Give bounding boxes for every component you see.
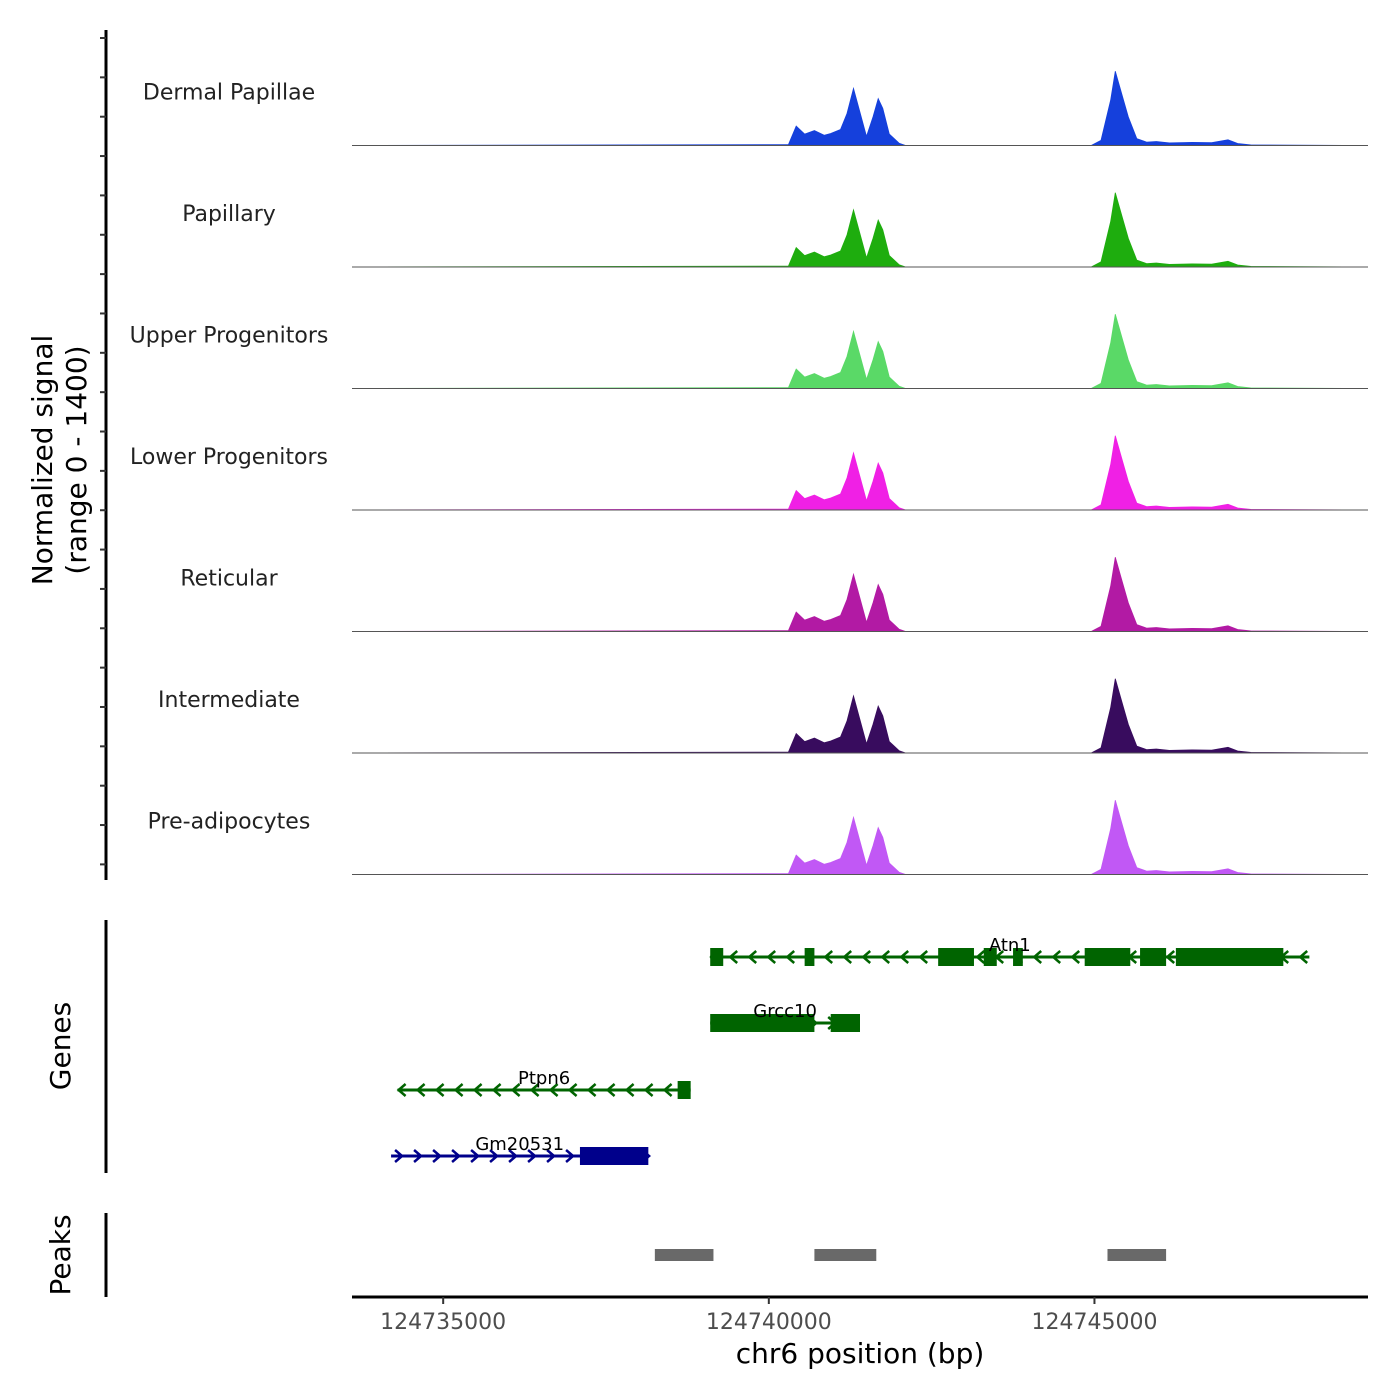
exon [983,948,997,966]
strand-arrow [394,1149,404,1163]
signal-area-1 [351,192,1369,268]
track-label: Reticular [180,567,278,592]
strand-arrow [1298,950,1309,964]
track-label: Pre-adipocytes [148,810,311,835]
strand-arrow [1165,950,1176,964]
strand-arrow [470,1149,480,1163]
strand-arrow [491,1083,502,1097]
exon [710,1014,815,1032]
strand-arrow [415,1083,426,1097]
gene-label: Grcc10 [753,1001,817,1022]
strand-arrow [489,1149,499,1163]
exon [1013,948,1023,966]
signal-area-4 [351,557,1369,632]
strand-arrow [546,1149,556,1163]
exon [677,1081,691,1099]
strand-arrow [529,1083,540,1097]
peaks-axis-title: Peaks [44,1214,77,1295]
signal-area-2 [351,314,1369,389]
x-axis: 124735000 124740000 124745000 [352,1295,1368,1335]
peak-bar [1107,1249,1167,1261]
exon [1084,948,1131,966]
track-label: Upper Progenitors [130,324,329,349]
y-axis-title-line2: (range 0 - 1400) [60,345,93,574]
strand-arrow [453,1083,464,1097]
strand-arrow [861,950,872,964]
peak-bar [654,1249,714,1261]
peak-track [654,1249,1167,1261]
y-axis-title-line1: Normalized signal [26,335,59,586]
strand-arrow [1070,950,1081,964]
strand-arrow [396,1083,407,1097]
strand-arrow [1051,950,1062,964]
x-tick-label: 124740000 [706,1310,832,1335]
strand-arrow [624,1083,635,1097]
gene-track: Atn1 Grcc10 Ptpn6 Gm20531 [391,935,1310,1165]
x-tick-label: 124745000 [1031,1310,1157,1335]
strand-arrow [975,950,986,964]
strand-arrow [451,1149,461,1163]
track-label: Lower Progenitors [130,445,328,470]
exon [804,948,815,966]
strand-arrow [842,950,853,964]
strand-arrow [1032,950,1043,964]
gene-label: Atn1 [989,935,1031,956]
signal-area-0 [351,71,1369,146]
strand-arrow [586,1083,597,1097]
genes-axis-title: Genes [44,1002,77,1090]
strand-arrow [565,1149,575,1163]
exon [1140,948,1167,966]
strand-arrow [527,1149,537,1163]
strand-arrow [605,1083,616,1097]
strand-arrow [918,950,929,964]
track-labels: Dermal Papillae Papillary Upper Progenitor… [130,81,329,835]
signal-tracks [351,71,1369,875]
strand-arrow [880,950,891,964]
strand-arrow [567,1083,578,1097]
track-label: Intermediate [158,688,300,713]
strand-arrow [662,1083,673,1097]
x-tick-label: 124735000 [380,1310,506,1335]
exon [579,1147,649,1165]
strand-arrow [747,950,758,964]
track-label: Papillary [182,202,276,227]
strand-arrow [472,1083,483,1097]
y-axes [100,30,108,1297]
exon [830,1014,860,1032]
gene-label: Gm20531 [475,1134,564,1155]
strand-arrow [548,1083,559,1097]
strand-arrow [508,1149,518,1163]
strand-arrow [413,1149,423,1163]
signal-area-6 [351,800,1369,875]
exon [1175,948,1284,966]
strand-arrow [899,950,910,964]
track-label: Dermal Papillae [143,81,315,106]
strand-arrow [432,1149,442,1163]
exon [710,948,724,966]
strand-arrow [643,1083,654,1097]
strand-arrow [766,950,777,964]
exon [938,948,974,966]
strand-arrow [785,950,796,964]
strand-arrow [434,1083,445,1097]
strand-arrow [823,950,834,964]
peak-bar [814,1249,877,1261]
signal-area-3 [351,435,1369,511]
strand-arrow [510,1083,521,1097]
signal-area-5 [351,678,1369,754]
gene-label: Ptpn6 [518,1068,570,1089]
strand-arrow [728,950,739,964]
x-axis-title: chr6 position (bp) [736,1337,985,1370]
